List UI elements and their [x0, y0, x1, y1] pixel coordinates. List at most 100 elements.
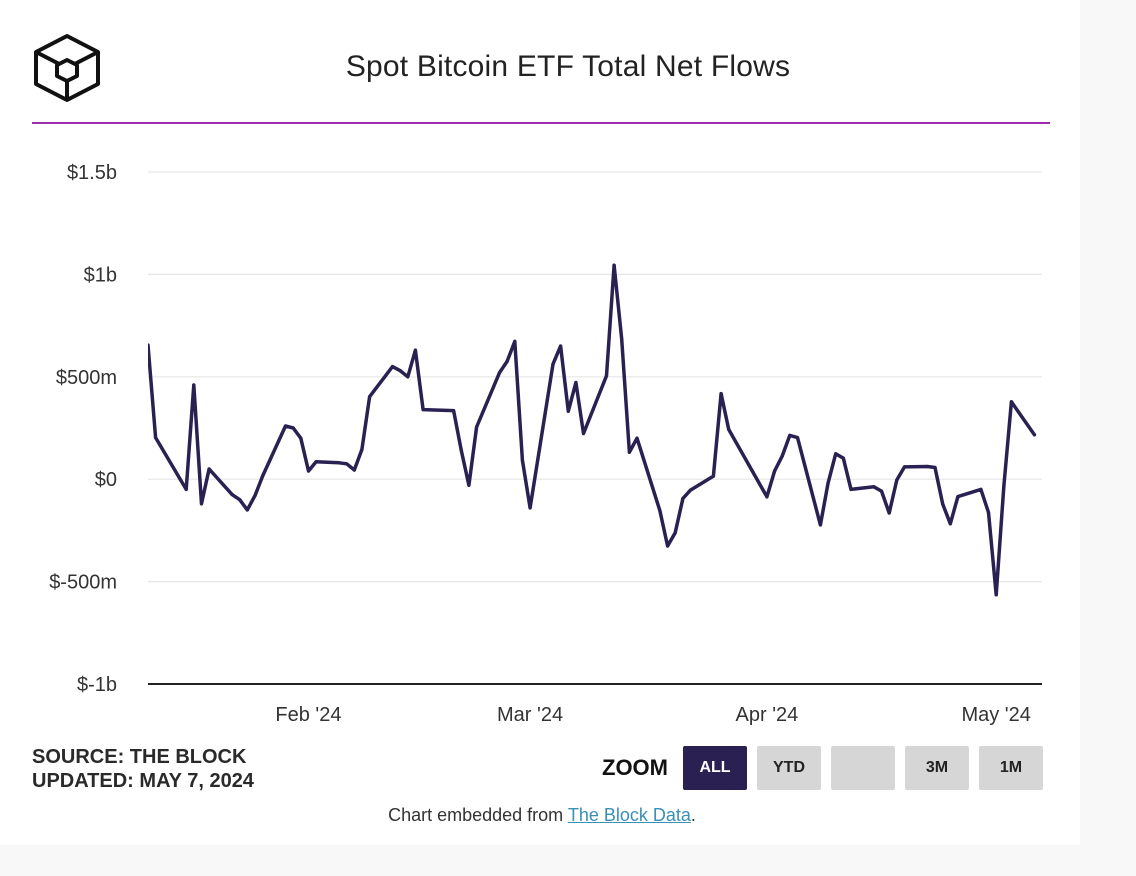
data-point — [154, 436, 158, 440]
data-point — [604, 374, 609, 378]
data-point — [681, 496, 685, 501]
data-point — [849, 487, 853, 491]
data-point — [986, 510, 991, 514]
zoom-1m-button[interactable]: 1M — [979, 746, 1043, 790]
data-point — [841, 456, 845, 460]
data-point — [467, 483, 471, 487]
chart-plot: $1.5b $1b $500m $0 $-500m $-1b Feb '24 Mar '24 A… — [49, 162, 1042, 726]
data-point — [879, 489, 884, 493]
data-point — [956, 495, 960, 499]
zoom-ytd-button[interactable]: YTD — [757, 746, 821, 790]
data-point — [620, 337, 624, 341]
updated-text: UPDATED: MAY 7, 2024 — [32, 770, 254, 792]
data-point — [368, 395, 372, 399]
data-point — [520, 458, 525, 462]
data-point — [1002, 485, 1006, 489]
data-point — [207, 467, 211, 471]
data-point — [452, 409, 456, 413]
chart-title: Spot Bitcoin ETF Total Net Flows — [345, 50, 791, 83]
data-point — [925, 464, 930, 469]
data-point — [475, 425, 479, 429]
data-point — [834, 452, 838, 456]
data-point — [230, 493, 234, 497]
y-tick-label: $1.5b — [67, 162, 117, 184]
data-point — [948, 522, 952, 526]
data-point — [818, 523, 823, 527]
data-point — [627, 450, 632, 454]
embed-link[interactable]: The Block Data — [567, 805, 691, 825]
data-point — [497, 371, 502, 375]
data-point — [421, 408, 425, 412]
data-point — [887, 511, 891, 515]
data-point — [459, 448, 463, 453]
source-text: SOURCE: THE BLOCK — [32, 746, 247, 768]
data-point — [941, 502, 945, 506]
data-point — [902, 465, 907, 469]
data-point — [390, 365, 395, 369]
data-point — [673, 531, 677, 535]
data-point — [314, 460, 318, 464]
data-point — [299, 436, 303, 440]
data-point — [283, 424, 288, 428]
data-point — [148, 343, 150, 347]
data-point — [635, 436, 639, 440]
data-point — [895, 478, 899, 482]
chart-card — [0, 0, 1080, 845]
data-point — [566, 409, 570, 413]
y-tick-label: $-1b — [77, 674, 117, 696]
data-point — [261, 474, 265, 478]
data-point — [1009, 400, 1014, 404]
data-point — [551, 362, 555, 366]
data-point — [398, 369, 402, 373]
data-point — [666, 544, 670, 548]
data-point — [574, 380, 578, 385]
data-point — [192, 383, 196, 387]
the-block-logo — [34, 34, 100, 102]
page-background — [1080, 0, 1136, 876]
data-point — [658, 509, 662, 513]
data-point — [773, 469, 777, 473]
data-point — [199, 502, 204, 506]
data-point — [413, 348, 417, 352]
data-point — [581, 431, 586, 436]
data-point — [245, 508, 249, 512]
data-point — [612, 263, 616, 267]
embed-suffix: . — [690, 805, 696, 825]
data-point — [1032, 433, 1036, 437]
data-point — [184, 487, 188, 491]
data-point — [711, 474, 716, 478]
data-point — [688, 488, 693, 492]
data-point — [979, 487, 983, 491]
data-point — [994, 593, 998, 597]
y-tick-label: $500m — [56, 367, 117, 389]
zoom-blank-button[interactable] — [831, 746, 895, 790]
data-point — [345, 462, 349, 466]
data-point — [238, 498, 242, 502]
data-point — [826, 481, 830, 485]
series-line — [148, 263, 1037, 597]
data-point — [719, 392, 723, 396]
x-tick-label: Feb '24 — [275, 704, 341, 726]
x-tick-label: Mar '24 — [497, 704, 563, 726]
x-tick-label: May '24 — [961, 704, 1030, 726]
y-tick-label: $1b — [84, 264, 117, 286]
data-point — [933, 465, 937, 470]
zoom-3m-button[interactable]: 3M — [905, 746, 969, 790]
data-point — [795, 436, 800, 440]
source-info: SOURCE: THE BLOCK UPDATED: MAY 7, 2024 — [32, 745, 254, 793]
data-point — [352, 468, 356, 472]
data-point — [306, 469, 311, 473]
data-point — [765, 495, 769, 499]
data-point — [505, 359, 509, 363]
data-point — [360, 447, 364, 452]
zoom-all-button[interactable]: ALL — [683, 746, 747, 790]
y-tick-label: $-500m — [49, 572, 117, 594]
data-point — [788, 433, 792, 437]
data-point — [872, 485, 876, 489]
data-point — [513, 339, 517, 343]
data-point — [559, 344, 563, 348]
data-point — [253, 494, 257, 498]
title-divider — [32, 122, 1050, 124]
embed-note: Chart embedded from The Block Data. — [0, 805, 1084, 826]
x-tick-label: Apr '24 — [736, 704, 799, 726]
